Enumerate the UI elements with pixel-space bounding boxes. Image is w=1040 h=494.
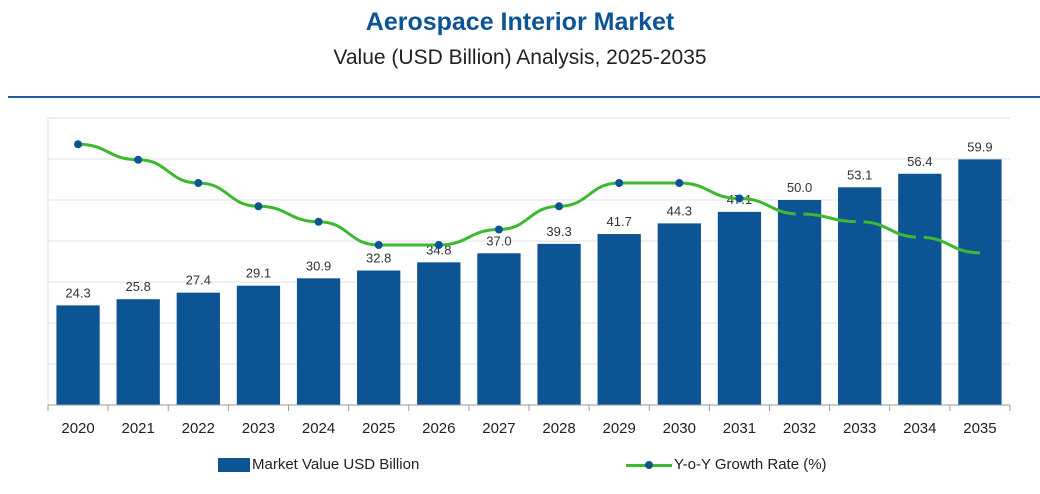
bar-value-label: 56.4 [907, 154, 932, 169]
growth-point [74, 140, 83, 149]
x-tick-label: 2024 [302, 420, 335, 437]
bar-value-label: 25.8 [126, 279, 151, 294]
growth-point [855, 217, 864, 226]
legend-label-growth-rate: Y-o-Y Growth Rate (%) [674, 456, 827, 473]
growth-point [374, 241, 383, 249]
x-tick-label: 2023 [242, 420, 275, 437]
x-tick-label: 2022 [182, 420, 215, 437]
bar [56, 305, 100, 405]
growth-point [254, 202, 263, 211]
bar-value-label: 30.9 [306, 258, 331, 273]
bar-value-label: 27.4 [186, 273, 211, 288]
legend: Market Value USD Billion Y-o-Y Growth Ra… [0, 456, 1040, 480]
x-tick-label: 2027 [482, 420, 515, 437]
growth-point [615, 179, 624, 187]
legend-item-market-value: Market Value USD Billion [218, 456, 419, 473]
bar-value-label: 39.3 [546, 224, 571, 239]
bar [357, 270, 401, 405]
growth-line [78, 142, 980, 255]
growth-point [555, 202, 564, 211]
x-tick-label: 2033 [843, 420, 876, 437]
bar [176, 292, 220, 405]
bar [717, 211, 762, 405]
bar-series [56, 159, 1002, 405]
bar-value-label: 59.9 [967, 139, 992, 154]
bar [597, 234, 641, 405]
legend-bar-swatch [218, 457, 250, 472]
growth-point [434, 241, 443, 249]
bar [958, 159, 1002, 405]
bar [537, 243, 581, 405]
growth-point [795, 210, 804, 218]
bar [236, 285, 281, 405]
bar [657, 223, 701, 405]
x-tick-label: 2030 [663, 420, 696, 437]
bar-value-label: 37.0 [486, 233, 511, 248]
bar [477, 253, 521, 405]
bar-value-label: 41.7 [607, 214, 632, 229]
legend-line-swatch [626, 458, 672, 472]
x-tick-label: 2026 [422, 420, 455, 437]
growth-point [675, 179, 684, 187]
x-tick-label: 2021 [122, 420, 155, 437]
x-tick-label: 2031 [723, 420, 756, 437]
x-tick-label: 2035 [963, 420, 996, 437]
bar [296, 278, 341, 405]
legend-item-growth-rate: Y-o-Y Growth Rate (%) [626, 456, 827, 473]
bar-value-label: 50.0 [787, 180, 812, 195]
x-tick-label: 2020 [61, 420, 94, 437]
chart-subtitle: Value (USD Billion) Analysis, 2025-2035 [333, 46, 707, 69]
bar-value-label: 32.8 [366, 251, 391, 266]
bar [777, 200, 822, 405]
bar-value-label: 24.3 [65, 285, 90, 300]
growth-point [735, 194, 744, 203]
legend-label-market-value: Market Value USD Billion [252, 456, 420, 473]
chart-title: Aerospace Interior Market [365, 8, 675, 36]
growth-point [194, 179, 203, 187]
x-tick-label: 2029 [603, 420, 636, 437]
x-tick-label: 2025 [362, 420, 395, 437]
x-tick-label: 2028 [542, 420, 575, 437]
bar-value-label: 44.3 [667, 203, 692, 218]
growth-point [915, 233, 924, 242]
bar-value-label: 53.1 [847, 167, 872, 182]
growth-point [494, 225, 503, 234]
bar [417, 262, 461, 405]
bar [898, 173, 942, 405]
growth-point [134, 155, 143, 164]
growth-point [314, 217, 323, 226]
x-tick-label: 2032 [783, 420, 816, 437]
bar [116, 299, 160, 405]
growth-line-series [74, 140, 980, 255]
x-axis: 2020 2021 2022 2023 2024 2025 2026 2027 2028 2029… [47, 404, 1011, 437]
bar-value-label: 29.1 [246, 266, 271, 281]
x-tick-label: 2034 [903, 420, 936, 437]
title-divider [8, 96, 1040, 98]
